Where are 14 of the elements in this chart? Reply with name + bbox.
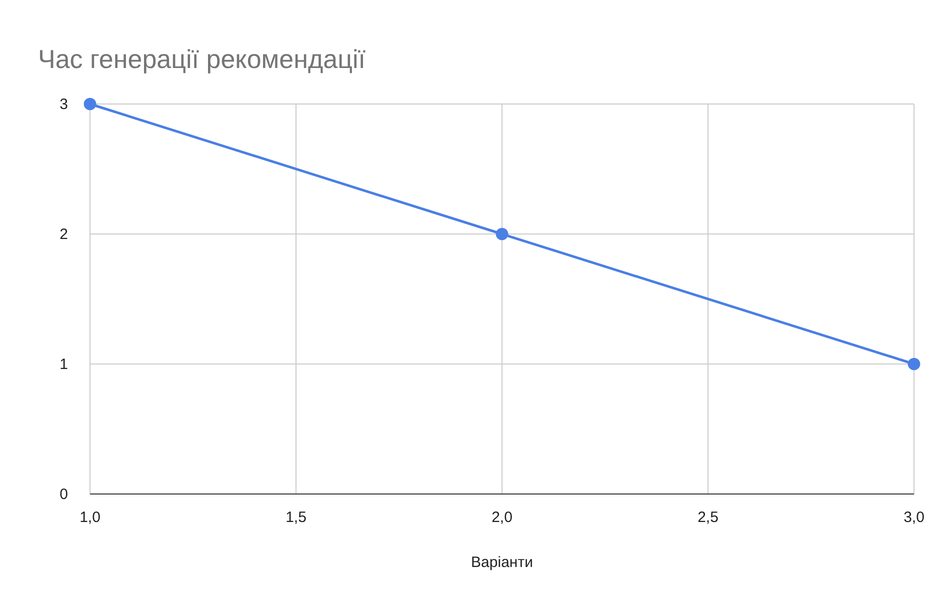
- chart-title: Час генерації рекомендації: [38, 44, 366, 74]
- point: [496, 228, 508, 240]
- y-tick-label: 2: [60, 226, 68, 243]
- y-tick-label: 1: [60, 356, 68, 373]
- x-tick-label: 3,0: [904, 509, 924, 526]
- x-tick-label: 1,0: [80, 509, 100, 526]
- point: [908, 358, 920, 370]
- x-tick-label: 2,0: [492, 509, 512, 526]
- y-tick-label: 3: [60, 96, 68, 113]
- y-tick-label: 0: [60, 486, 68, 503]
- point: [84, 98, 96, 110]
- x-tick-label: 2,5: [698, 509, 718, 526]
- x-axis-title: Варіанти: [471, 554, 533, 571]
- x-tick-label: 1,5: [286, 509, 306, 526]
